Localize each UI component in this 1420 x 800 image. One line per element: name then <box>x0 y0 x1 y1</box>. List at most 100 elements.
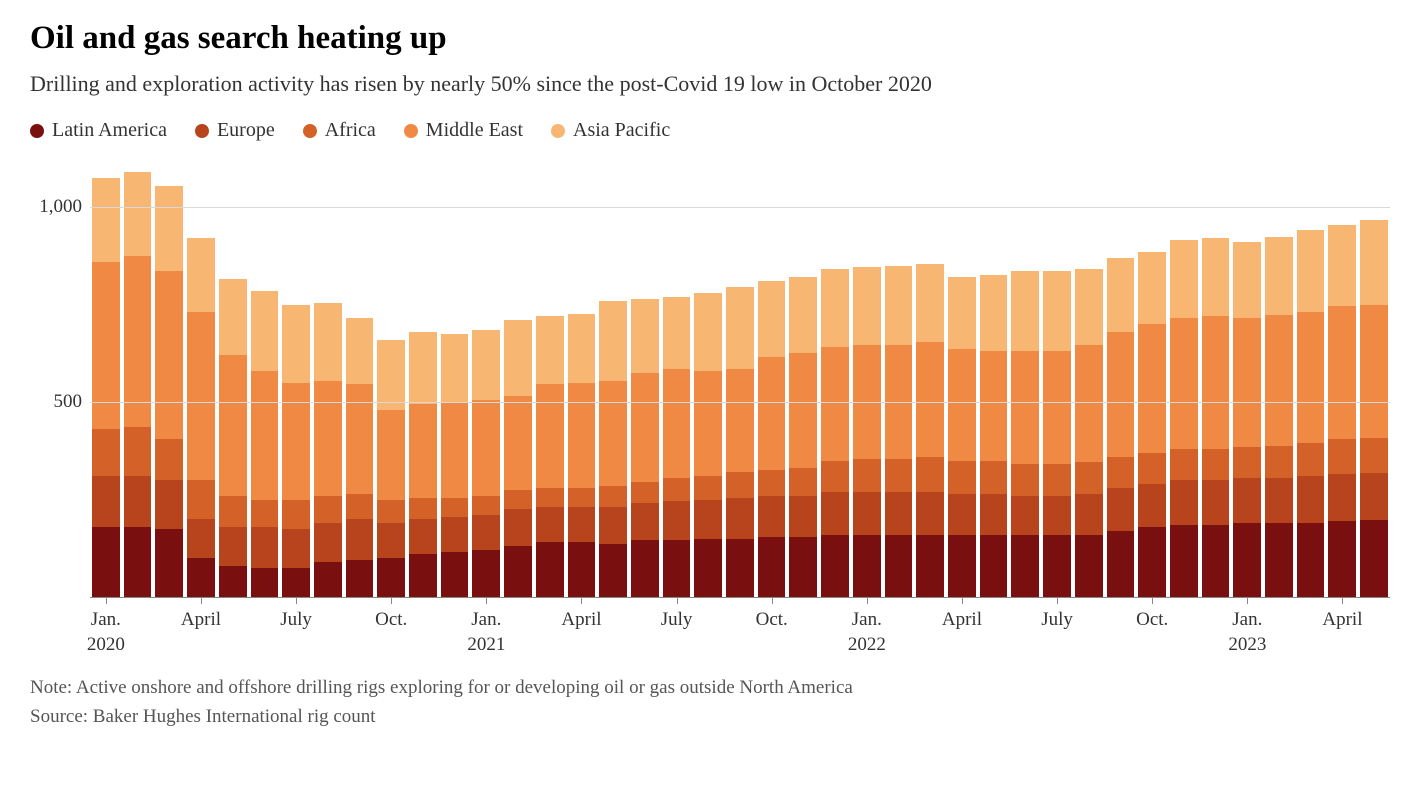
x-tick <box>296 598 297 604</box>
bar-segment <box>282 568 310 597</box>
bar-segment <box>1233 318 1261 447</box>
x-axis-label: July <box>1041 608 1073 633</box>
bar-segment <box>1360 520 1388 597</box>
bar-segment <box>1202 449 1230 480</box>
legend-label: Asia Pacific <box>573 119 670 142</box>
bar-segment <box>251 500 279 527</box>
bar <box>1170 168 1198 597</box>
chart-subtitle: Drilling and exploration activity has ri… <box>30 71 1390 97</box>
bar-segment <box>409 498 437 519</box>
legend-label: Middle East <box>426 119 523 142</box>
bar-segment <box>916 342 944 457</box>
bar-segment <box>409 554 437 597</box>
x-axis-label: Oct. <box>375 608 407 633</box>
bar <box>631 168 659 597</box>
bar-segment <box>1265 237 1293 315</box>
x-tick <box>581 598 582 604</box>
bar-segment <box>124 427 152 476</box>
x-axis-label: Oct. <box>756 608 788 633</box>
bar-segment <box>346 519 374 560</box>
bar-segment <box>187 558 215 597</box>
bar-segment <box>251 527 279 568</box>
bar-segment <box>1360 220 1388 306</box>
x-tick <box>867 598 868 604</box>
bar-segment <box>1138 453 1166 484</box>
x-axis-label: Oct. <box>1136 608 1168 633</box>
bar-segment <box>92 262 120 430</box>
bar-segment <box>1011 464 1039 495</box>
bar-segment <box>124 527 152 597</box>
bar-segment <box>758 496 786 537</box>
bar-segment <box>948 277 976 349</box>
bar-segment <box>758 470 786 495</box>
bar <box>885 168 913 597</box>
bar-segment <box>599 507 627 544</box>
bar <box>409 168 437 597</box>
bar <box>599 168 627 597</box>
bar-segment <box>663 540 691 597</box>
bar-segment <box>1265 315 1293 446</box>
bar-segment <box>472 496 500 516</box>
x-axis: Jan.2020AprilJulyOct.Jan.2021AprilJulyOc… <box>90 606 1390 664</box>
x-axis-label: July <box>661 608 693 633</box>
bar-segment <box>568 542 596 597</box>
bar-segment <box>219 279 247 355</box>
chart-note: Note: Active onshore and offshore drilli… <box>30 674 1390 703</box>
bar-segment <box>694 539 722 598</box>
bar-segment <box>536 542 564 597</box>
bar-segment <box>441 552 469 597</box>
x-axis-label: April <box>181 608 221 633</box>
bar <box>948 168 976 597</box>
bar-segment <box>314 381 342 496</box>
bar-segment <box>187 238 215 312</box>
plot-area: 5001,000 <box>90 168 1390 598</box>
legend-swatch <box>30 124 44 138</box>
bar-segment <box>599 486 627 507</box>
bar-segment <box>92 476 120 527</box>
bar-segment <box>187 519 215 558</box>
bar-segment <box>282 383 310 500</box>
bar-segment <box>663 478 691 501</box>
legend-item: Europe <box>195 119 275 142</box>
bar-segment <box>948 535 976 597</box>
bar-segment <box>92 429 120 476</box>
bar-segment <box>251 371 279 500</box>
bar-segment <box>346 494 374 519</box>
bar-segment <box>251 568 279 597</box>
bar-segment <box>948 461 976 494</box>
bar-segment <box>694 476 722 499</box>
bar-segment <box>251 291 279 371</box>
x-tick <box>1342 598 1343 604</box>
chart-title: Oil and gas search heating up <box>30 20 1390 57</box>
bar-segment <box>155 439 183 480</box>
x-axis-label: Jan.2023 <box>1228 608 1266 657</box>
bar-segment <box>409 519 437 554</box>
bar-segment <box>980 535 1008 597</box>
legend: Latin AmericaEuropeAfricaMiddle EastAsia… <box>30 119 1390 142</box>
bar-segment <box>1170 318 1198 449</box>
bar-segment <box>821 347 849 460</box>
bar-segment <box>1107 488 1135 531</box>
bar-segment <box>980 494 1008 535</box>
bar-segment <box>536 316 564 384</box>
bar <box>314 168 342 597</box>
bar-segment <box>314 562 342 597</box>
bar-segment <box>1075 269 1103 345</box>
bar-segment <box>1297 312 1325 443</box>
bar-segment <box>599 381 627 486</box>
bar <box>853 168 881 597</box>
bar <box>1075 168 1103 597</box>
bar-segment <box>1328 439 1356 474</box>
bar-segment <box>504 320 532 396</box>
bar-segment <box>631 482 659 503</box>
bar-segment <box>726 539 754 598</box>
bar-segment <box>1075 462 1103 493</box>
bar-segment <box>441 498 469 518</box>
bar <box>441 168 469 597</box>
bar-segment <box>663 501 691 540</box>
bar <box>1138 168 1166 597</box>
bar-segment <box>789 468 817 495</box>
bar-segment <box>885 535 913 597</box>
bar-segment <box>504 396 532 490</box>
bar-segment <box>948 349 976 460</box>
